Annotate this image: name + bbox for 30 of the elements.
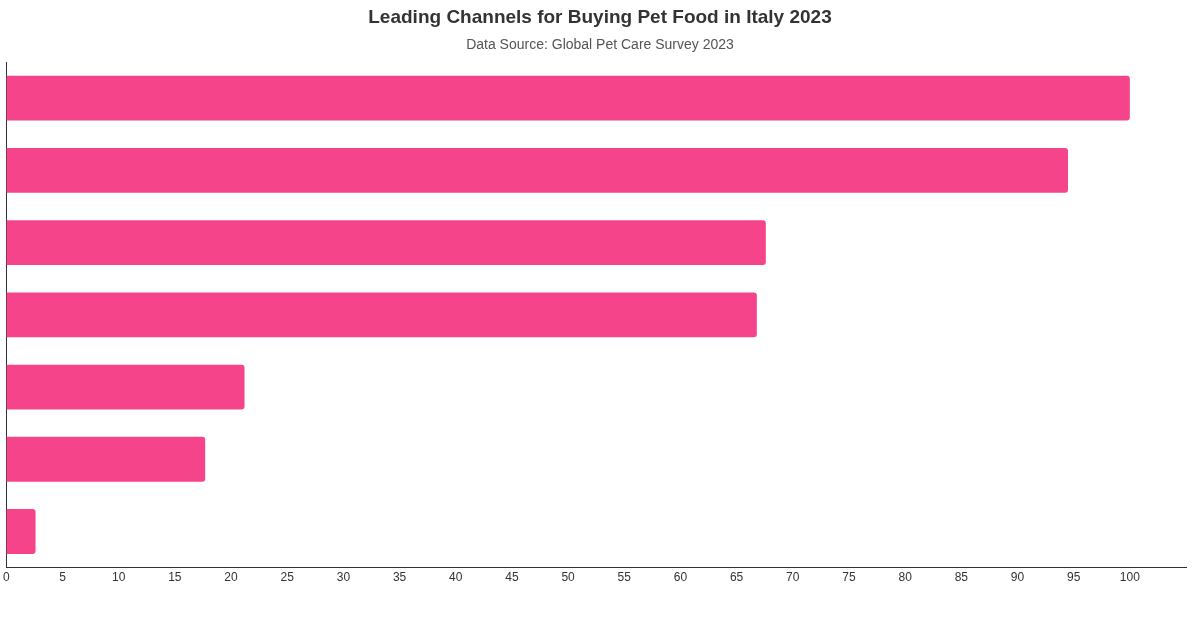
chart-title: Leading Channels for Buying Pet Food in Italy 2023	[367, 5, 833, 28]
chart-subtitle: Data Source: Global Pet Care Survey 2023	[465, 36, 735, 52]
x-tick-label: 50	[561, 570, 576, 585]
x-tick-label: 25	[280, 570, 295, 585]
x-tick-label: 75	[842, 570, 856, 585]
x-tick-label: 40	[449, 570, 463, 585]
x-tick-label: 70	[786, 570, 800, 585]
bar	[6, 292, 757, 338]
x-tick-label: 100	[1119, 570, 1141, 585]
x-tick-label: 45	[505, 570, 519, 585]
bar	[6, 364, 245, 410]
x-tick-label: 95	[1066, 570, 1081, 585]
x-tick-label: 90	[1010, 570, 1025, 585]
bar	[6, 509, 36, 554]
x-tick-label: 65	[729, 570, 744, 585]
x-tick-label: 10	[112, 570, 126, 585]
bar	[6, 75, 1130, 121]
x-tick-label: 0	[2, 570, 10, 585]
x-tick-label: 80	[898, 570, 913, 585]
x-tick-label: 55	[617, 570, 632, 585]
bar	[6, 436, 206, 482]
x-tick-label: 85	[954, 570, 969, 585]
bar	[6, 220, 766, 265]
x-tick-label: 30	[336, 570, 351, 585]
x-tick-label: 5	[59, 570, 67, 585]
x-tick-label: 20	[224, 570, 239, 585]
x-tick-label: 35	[392, 570, 407, 585]
x-tick-label: 60	[673, 570, 688, 585]
x-tick-label: 15	[168, 570, 182, 585]
bar	[6, 147, 1069, 193]
